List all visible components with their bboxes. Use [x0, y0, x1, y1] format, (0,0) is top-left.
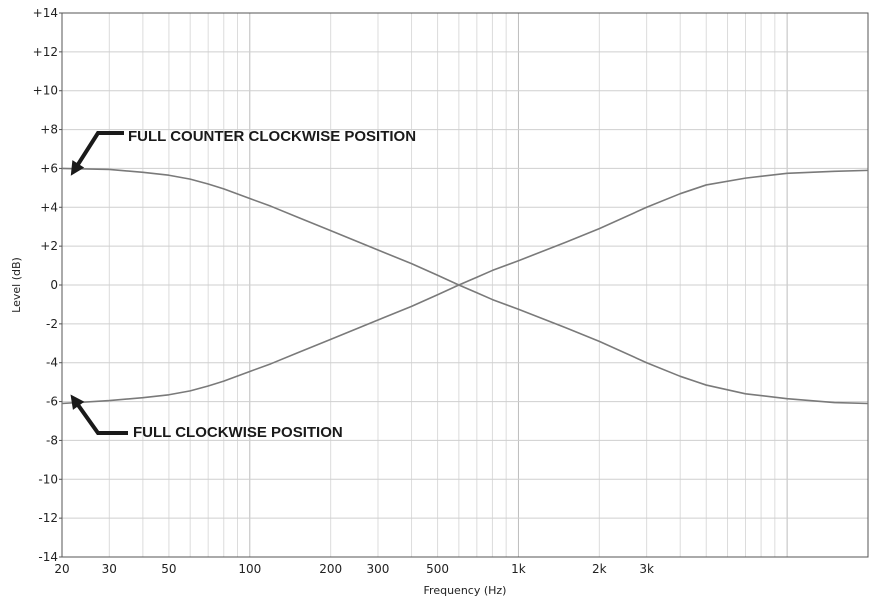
y-tick-label: +6: [40, 161, 58, 175]
y-tick-label: -4: [46, 356, 58, 370]
y-tick-label: -2: [46, 317, 58, 331]
annotation-1: FULL COUNTER CLOCKWISE POSITION: [70, 128, 416, 176]
annotations: FULL COUNTER CLOCKWISE POSITION FULL CLOC…: [70, 128, 416, 441]
x-tick-label: 100: [238, 562, 261, 576]
y-tick-label: +10: [33, 84, 58, 98]
annotation-arrow-shaft: [72, 398, 128, 435]
y-tick-label: -10: [38, 472, 58, 486]
x-tick-label: 50: [161, 562, 176, 576]
y-axis-title: Level (dB): [10, 257, 23, 313]
y-tick-label: -12: [38, 511, 58, 525]
y-tick-label: +14: [33, 6, 58, 20]
y-tick-label: 0: [50, 278, 58, 292]
y-tick-label: +2: [40, 239, 58, 253]
series-line-1: [61, 167, 869, 405]
x-tick-label: 300: [367, 562, 390, 576]
y-tick-label: +8: [40, 123, 58, 137]
x-tick-label: 1k: [511, 562, 526, 576]
x-tick-label: 20: [54, 562, 69, 576]
y-tick-label: -6: [46, 395, 58, 409]
annotation-arrow-shaft: [72, 131, 124, 172]
annotation-2: FULL CLOCKWISE POSITION: [70, 394, 343, 441]
y-tick-label: +4: [40, 200, 58, 214]
x-axis-title: Frequency (Hz): [424, 584, 507, 597]
x-tick-label: 200: [319, 562, 342, 576]
series-group: [61, 167, 869, 405]
x-tick-label: 30: [102, 562, 117, 576]
y-tick-label: +12: [33, 45, 58, 59]
grid: [61, 12, 869, 558]
arrow-head-icon: [70, 160, 85, 176]
arrow-head-icon: [70, 394, 85, 410]
series-line-2: [61, 169, 869, 405]
y-tick-label: -8: [46, 433, 58, 447]
annotation-label: FULL COUNTER CLOCKWISE POSITION: [128, 128, 416, 145]
annotation-label: FULL CLOCKWISE POSITION: [133, 424, 343, 441]
x-tick-label: 500: [426, 562, 449, 576]
y-tick-label: -14: [38, 550, 58, 564]
x-tick-label: 2k: [592, 562, 607, 576]
x-tick-label: 3k: [639, 562, 654, 576]
